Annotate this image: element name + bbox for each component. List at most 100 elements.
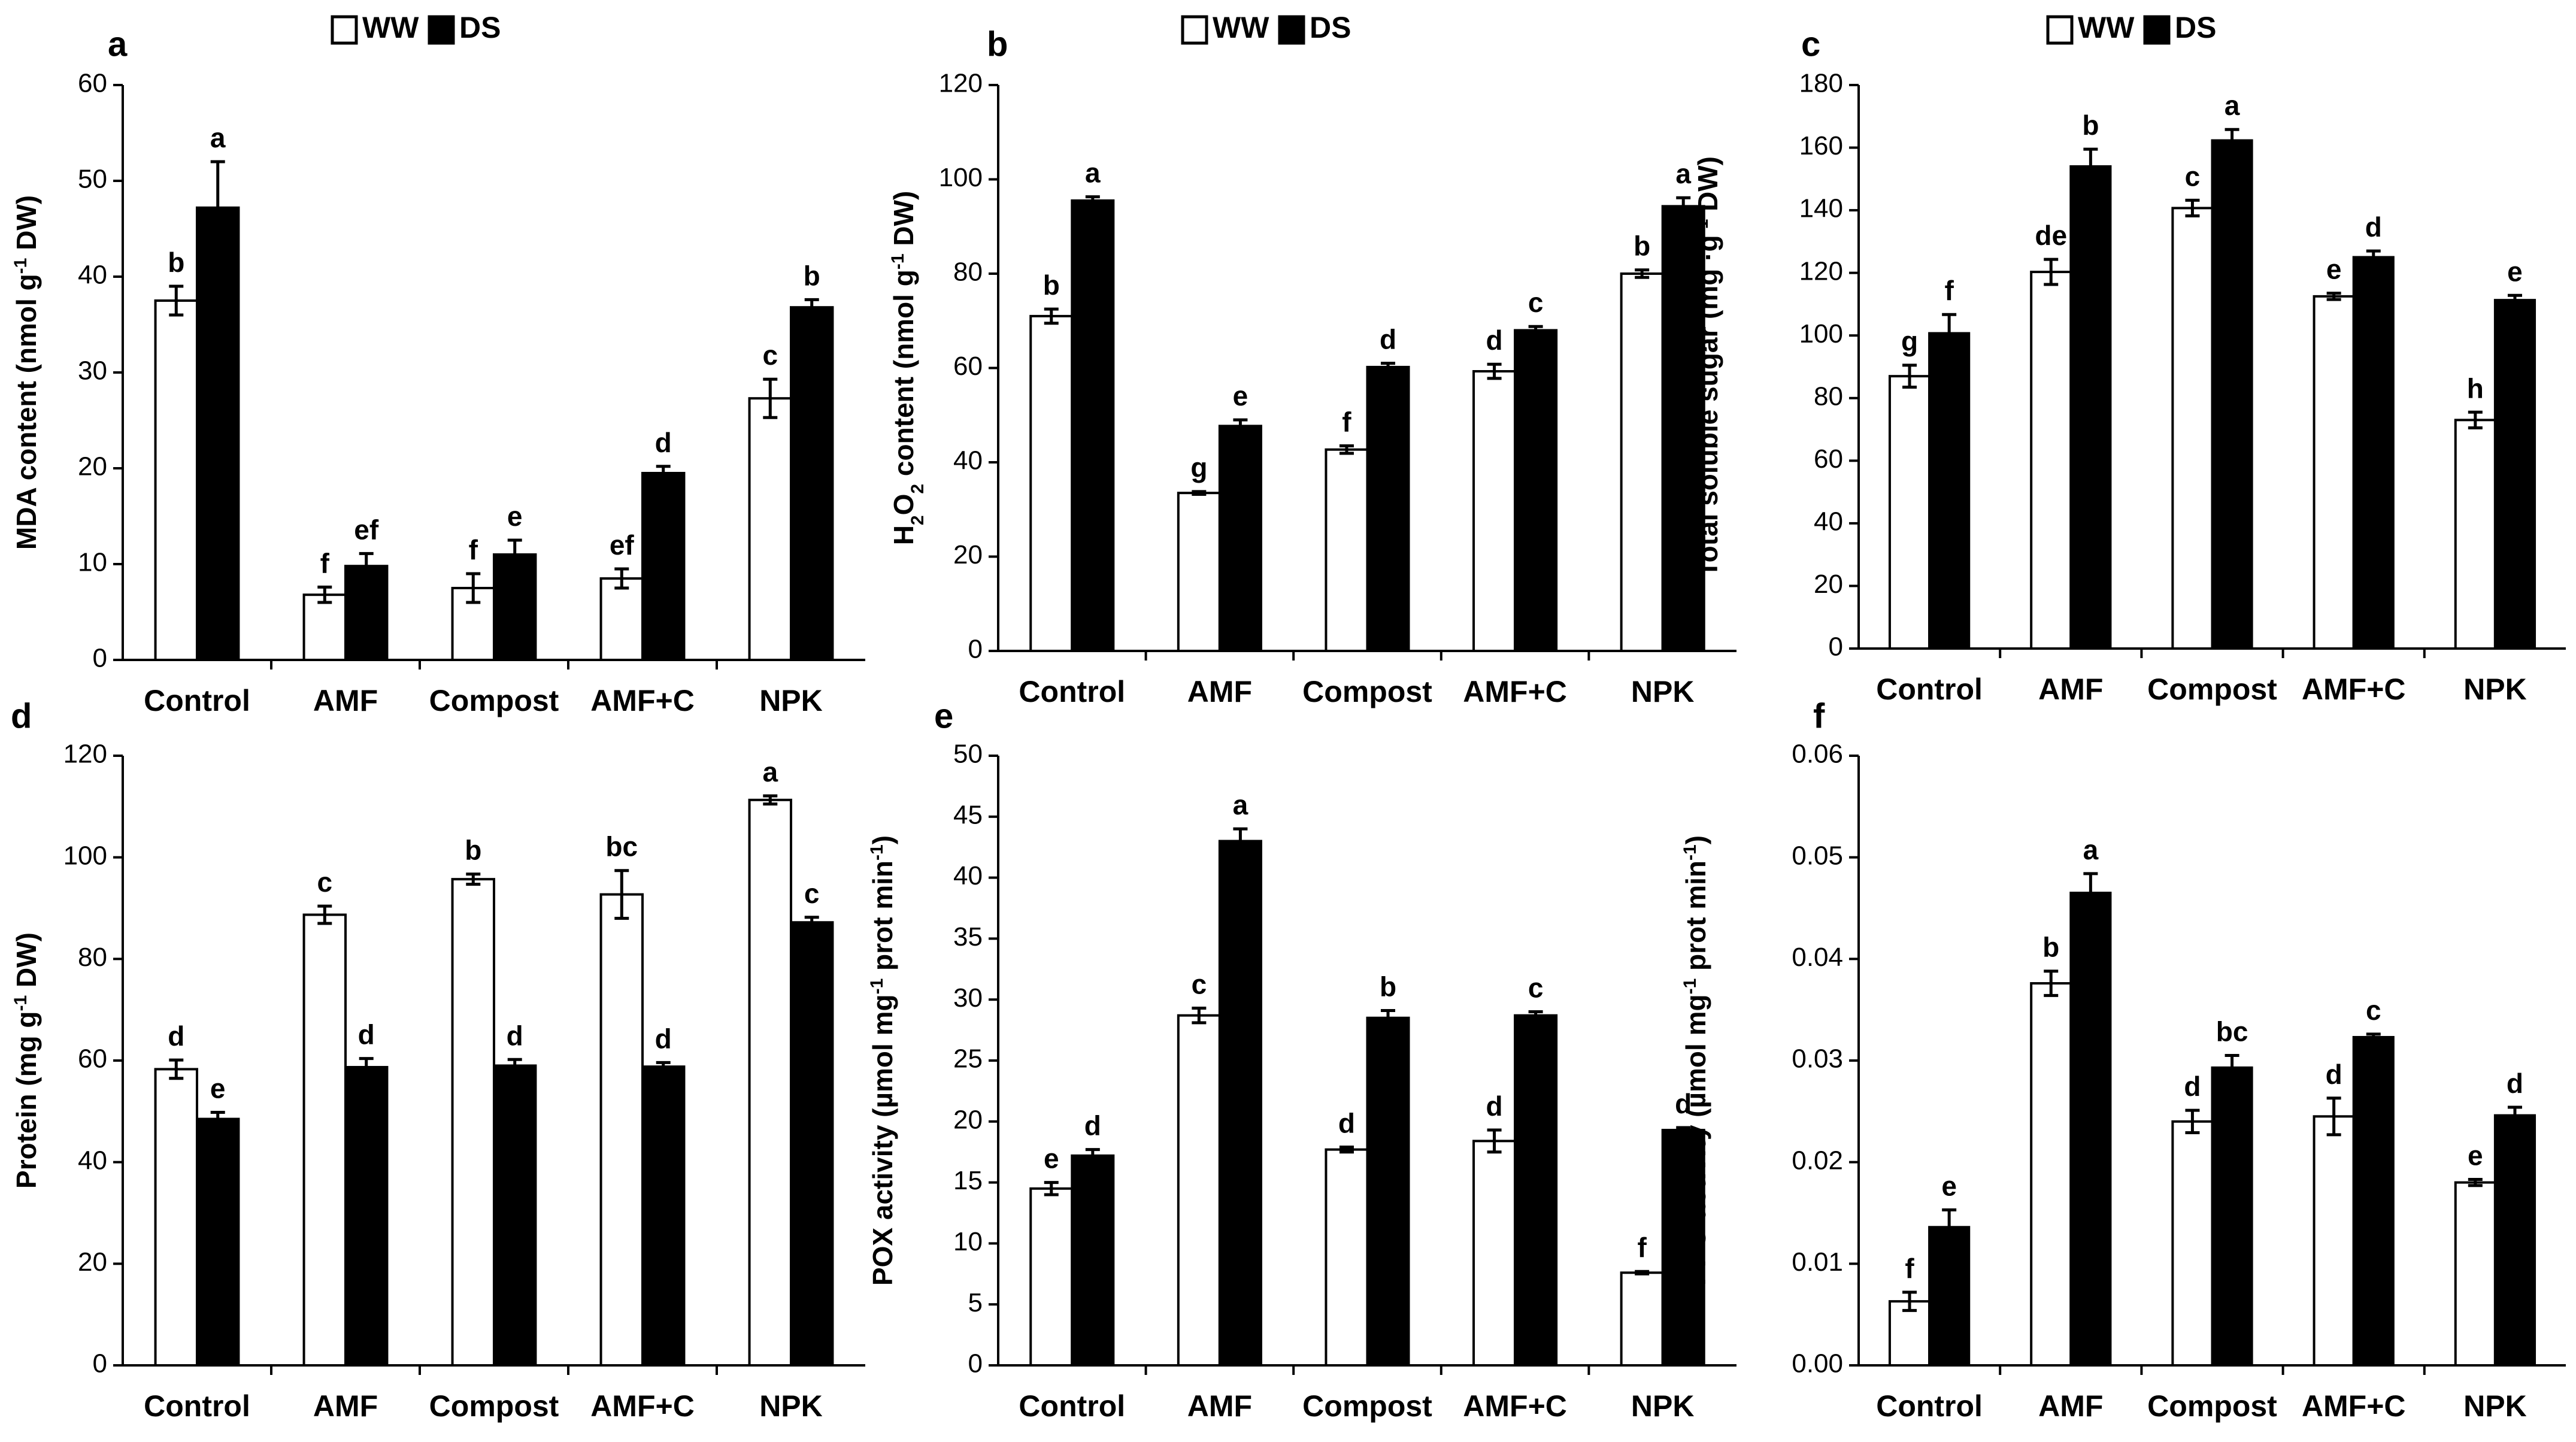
- x-tick-label: NPK: [1631, 675, 1695, 708]
- significance-letter: d: [1338, 1108, 1355, 1139]
- x-tick-label: Control: [1876, 672, 1983, 706]
- legend-label-ww: WW: [2078, 11, 2135, 44]
- bar-ds: [344, 1066, 389, 1367]
- bar-ww: [1177, 492, 1221, 652]
- bar-ds: [1928, 1226, 1971, 1367]
- bar-ww: [451, 878, 495, 1367]
- significance-letter: a: [1675, 158, 1691, 189]
- bar-ds: [2069, 165, 2112, 650]
- significance-letter: b: [1380, 971, 1396, 1002]
- y-axis-label: POX activity (µmol mg-1 prot min-1): [867, 835, 899, 1286]
- bar-ww: [599, 577, 644, 661]
- significance-letter: c: [1528, 287, 1544, 318]
- bar-ww: [2030, 982, 2072, 1367]
- bar-ww: [1472, 1140, 1517, 1367]
- y-tick-label: 0.03: [1792, 1044, 1843, 1074]
- y-axis-label-part: H: [888, 525, 919, 545]
- y-tick-label: 0.06: [1792, 740, 1843, 769]
- significance-letter: b: [2082, 110, 2099, 141]
- legend-swatch-ds: [2143, 15, 2171, 45]
- legend-swatch-ww: [1181, 15, 1208, 45]
- x-tick-label: AMF+C: [2302, 672, 2406, 706]
- x-tick-label: NPK: [759, 684, 823, 717]
- significance-letter: d: [1675, 1088, 1692, 1119]
- y-tick-label: 30: [953, 983, 983, 1013]
- x-tick-label: Compost: [429, 1389, 559, 1423]
- bar-ds: [1218, 840, 1262, 1367]
- significance-letter: c: [762, 340, 778, 371]
- bar-ww: [2454, 1181, 2496, 1367]
- significance-letter: b: [168, 247, 184, 278]
- significance-letter: b: [1634, 231, 1650, 262]
- x-tick-label: Compost: [2147, 1389, 2277, 1423]
- bar-ww: [1472, 370, 1517, 652]
- significance-letter: bc: [2216, 1016, 2248, 1047]
- x-tick-label: AMF: [1187, 1389, 1252, 1423]
- bar-ds: [1071, 199, 1115, 652]
- y-axis-label-part: -1: [1680, 844, 1700, 861]
- y-tick-label: 0.04: [1792, 943, 1843, 972]
- significance-letter: d: [655, 1023, 672, 1054]
- significance-letter: a: [210, 122, 226, 153]
- significance-letter: bc: [605, 831, 638, 862]
- significance-letter: c: [1192, 968, 1207, 999]
- significance-letter: ef: [354, 514, 379, 545]
- y-axis-label-part: -1: [1680, 978, 1700, 995]
- significance-letter: f: [320, 547, 330, 578]
- significance-letter: b: [2042, 932, 2059, 963]
- y-axis-label: Total soluble sugar (mg ·g-1 DW): [1692, 156, 1724, 577]
- y-tick-label: 20: [78, 452, 107, 481]
- legend-label-ww: WW: [1213, 11, 1269, 44]
- y-axis-label-part: -1: [888, 253, 908, 269]
- x-tick-label: Control: [1876, 1389, 1983, 1423]
- y-tick-label: 35: [953, 922, 983, 952]
- panel-label: e: [934, 696, 953, 735]
- legend-swatch-ww: [331, 15, 358, 45]
- bar-ds: [2069, 892, 2112, 1367]
- x-tick-label: Compost: [1302, 675, 1432, 708]
- y-axis-label-part: -1: [11, 258, 31, 274]
- bar-ds: [2352, 1035, 2395, 1367]
- significance-letter: b: [465, 835, 481, 866]
- x-tick-label: Control: [1019, 1389, 1125, 1423]
- y-axis-label-part: MDA content (nmol g: [11, 274, 42, 550]
- significance-letter: e: [1233, 380, 1248, 411]
- bar-ds: [196, 206, 240, 661]
- panel-label: b: [987, 25, 1008, 63]
- significance-letter: f: [469, 534, 478, 565]
- significance-letter: c: [804, 878, 820, 909]
- significance-letter: e: [2507, 256, 2523, 287]
- significance-letter: c: [2185, 160, 2201, 192]
- bar-ds: [2493, 299, 2536, 650]
- y-axis-label-part: -1: [1692, 219, 1712, 235]
- y-tick-label: 80: [78, 943, 107, 972]
- x-tick-label: AMF: [2038, 1389, 2103, 1423]
- significance-letter: d: [2365, 211, 2382, 243]
- significance-letter: a: [762, 756, 778, 787]
- y-tick-label: 30: [78, 356, 107, 386]
- bar-ds: [493, 553, 537, 661]
- bar-ds: [1366, 365, 1410, 652]
- y-tick-label: 80: [1814, 381, 1843, 411]
- bar-ww: [1029, 1187, 1074, 1367]
- x-tick-label: AMF+C: [2302, 1389, 2406, 1423]
- significance-letter: g: [1190, 452, 1207, 483]
- significance-letter: c: [317, 867, 332, 898]
- significance-letter: e: [1044, 1143, 1059, 1174]
- significance-letter: f: [1638, 1232, 1647, 1263]
- significance-letter: h: [2467, 372, 2484, 404]
- y-tick-label: 60: [78, 1044, 107, 1074]
- bar-ww: [748, 798, 793, 1367]
- bar-ww: [1325, 1148, 1369, 1367]
- y-axis-label-part: 2: [908, 515, 928, 525]
- y-tick-label: 40: [953, 446, 983, 475]
- chart-panel-a: a WW DS 0 10 20 30 40 50 60 Control AMF Compost AMF+C…: [11, 11, 865, 717]
- significance-letter: d: [507, 1020, 523, 1051]
- chart-panel-c: c WW DS 0 20 40 60 80 100 120 140 160 180 Control AMF C…: [1692, 11, 2566, 706]
- panel-label: c: [1801, 25, 1820, 63]
- y-tick-label: 5: [968, 1288, 983, 1317]
- significance-letter: e: [507, 501, 523, 532]
- bar-ww: [2171, 207, 2214, 650]
- bar-ww: [154, 1068, 198, 1367]
- y-tick-label: 100: [63, 841, 107, 870]
